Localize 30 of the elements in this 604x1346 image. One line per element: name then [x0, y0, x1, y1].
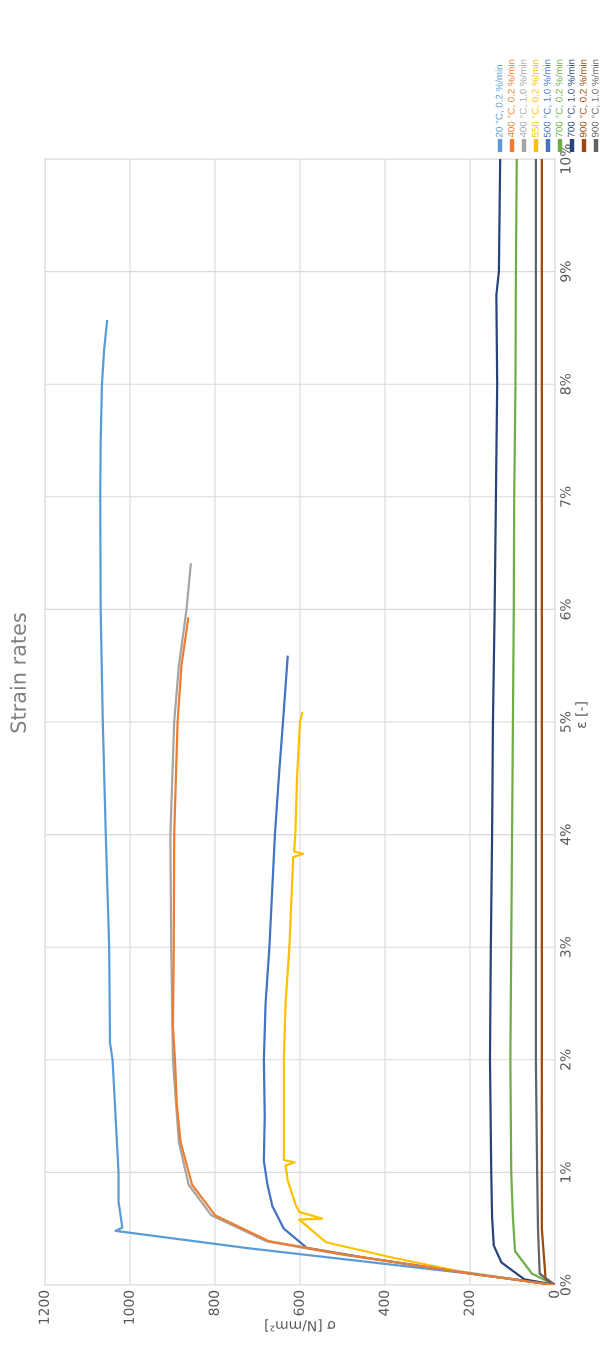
text: 500 °C, 1.0 %/min: [543, 59, 552, 138]
x-tick-label: 800: [208, 1290, 220, 1316]
text: 400 °C, 1.0 %/min: [519, 59, 528, 138]
y-tick-label: 4%: [560, 824, 571, 845]
y-tick-label: 6%: [560, 599, 571, 620]
text: 700 °C, 1.0 %/min: [567, 59, 576, 137]
text: Strain rates: [9, 613, 27, 733]
y-tick-label: 0%: [560, 1274, 571, 1296]
x-tick-label: 200: [463, 1290, 475, 1316]
y-tick-label: 5%: [560, 711, 571, 732]
x-tick-label: 1200: [38, 1290, 50, 1324]
x-tick-label: 1000: [123, 1290, 135, 1324]
x-tick-label: 0: [548, 1290, 560, 1298]
y-axis-title: ε [-]: [575, 702, 588, 728]
y-tick-label: 1%: [560, 1162, 571, 1182]
x-tick-label: 600: [293, 1290, 305, 1316]
y-tick-label: 3%: [560, 936, 571, 958]
text: 400 °C, 0.2 %/min: [507, 59, 516, 138]
text: 900 °C, 1.0 %/min: [591, 59, 600, 138]
y-tick-label: 9%: [560, 261, 571, 282]
y-tick-label: 8%: [560, 373, 571, 395]
text: 700 °C, 0.2 %/min: [555, 59, 564, 137]
text: 550 °C, 0.2 %/min: [531, 59, 540, 138]
x-tick-label: 400: [378, 1290, 390, 1316]
text: 900 °C, 0.2 %/min: [579, 59, 588, 138]
y-tick-label: 10%: [560, 144, 571, 173]
y-tick-label: 2%: [560, 1049, 571, 1070]
x-axis-title: σ [N/mm²]: [265, 1319, 336, 1332]
y-tick-label: 7%: [560, 486, 571, 507]
text: 20 °C, 0.2 %/min: [495, 65, 504, 138]
